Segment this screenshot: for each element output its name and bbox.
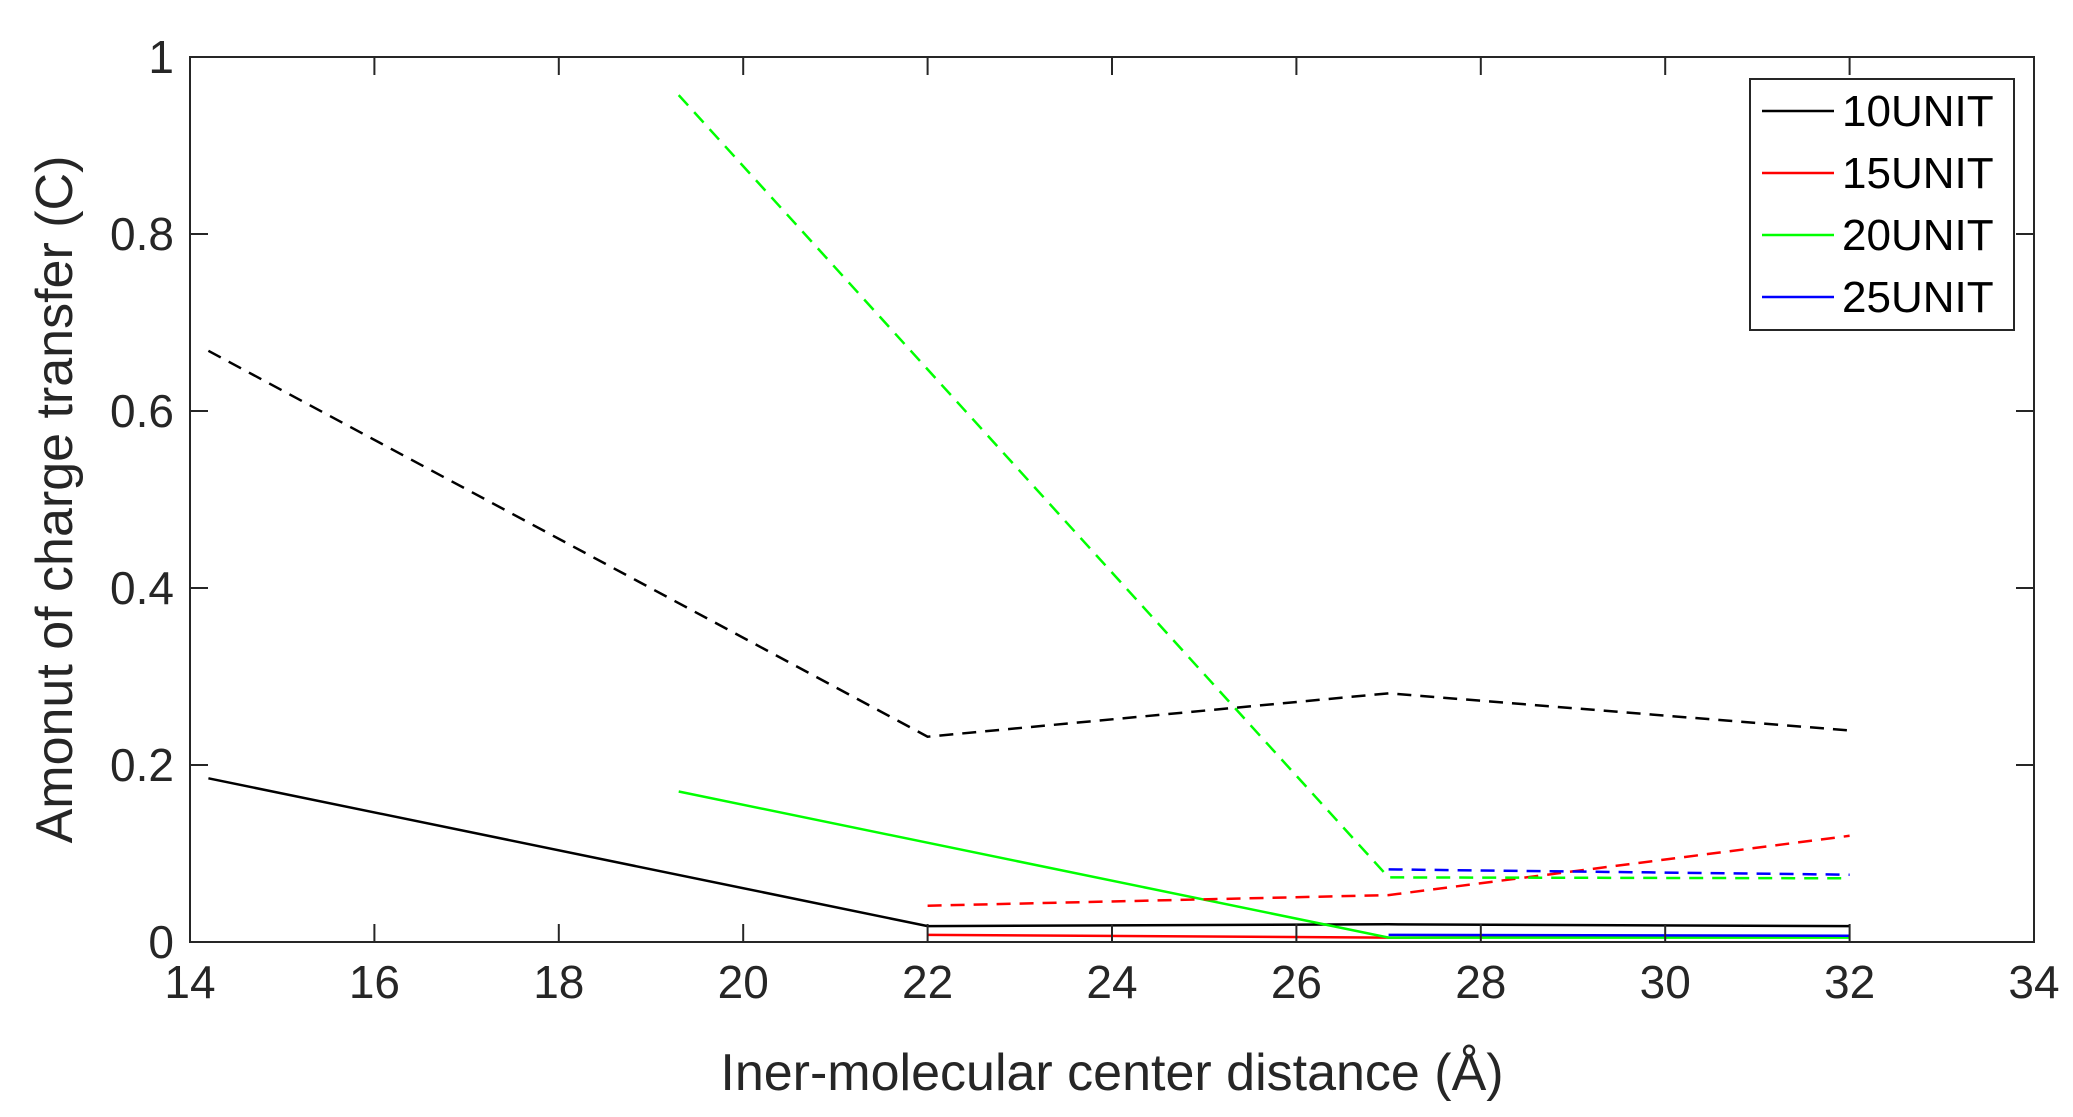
y-axis-label: Amonut of charge transfer (C) [26, 156, 84, 844]
x-tick-label: 26 [1271, 956, 1322, 1008]
y-tick-label: 0.2 [110, 739, 174, 791]
legend-box [1749, 78, 2015, 331]
x-tick-label: 20 [718, 956, 769, 1008]
x-tick-label: 14 [164, 956, 215, 1008]
y-tick-label: 0.4 [110, 562, 174, 614]
series-line-20unit [678, 790, 1850, 939]
plot-area [190, 57, 2034, 942]
legend-label: 20UNIT [1842, 211, 1994, 260]
x-tick-label: 32 [1824, 956, 1875, 1008]
y-tick-label: 0.8 [110, 208, 174, 260]
legend-label: 10UNIT [1842, 87, 1994, 136]
y-tick-label: 1 [148, 31, 174, 83]
y-tick-label: 0 [148, 916, 174, 968]
series-line-dashed-7 [1388, 868, 1850, 876]
ticks-layer [189, 56, 2035, 943]
x-tick-label: 28 [1455, 956, 1506, 1008]
legend-label: 15UNIT [1842, 149, 1994, 198]
series-line-25unit [1388, 933, 1850, 938]
x-tick-label: 16 [349, 956, 400, 1008]
x-axis-label: Iner-molecular center distance (Å) [720, 1044, 1503, 1102]
series-line-dashed-4 [207, 349, 1850, 738]
x-tick-label: 18 [533, 956, 584, 1008]
x-tick-label: 30 [1640, 956, 1691, 1008]
x-tick-label: 24 [1086, 956, 1137, 1008]
y-tick-label: 0.6 [110, 385, 174, 437]
tick-label-layer: 14 16 18 20 22 24 26 28 30 32 34 0 0.2 0.4 0.6 0.8 1 [110, 31, 2060, 1008]
legend: 10UNIT 15UNIT 20UNIT 25UNIT [1749, 78, 2015, 331]
series-line-dashed-6 [677, 94, 1850, 880]
x-tick-label: 22 [902, 956, 953, 1008]
legend-label: 25UNIT [1842, 273, 1994, 322]
series-line-dashed-5 [927, 834, 1850, 907]
series-line-10unit [208, 777, 1850, 928]
x-tick-label: 34 [2008, 956, 2059, 1008]
series-layer [207, 94, 1850, 939]
